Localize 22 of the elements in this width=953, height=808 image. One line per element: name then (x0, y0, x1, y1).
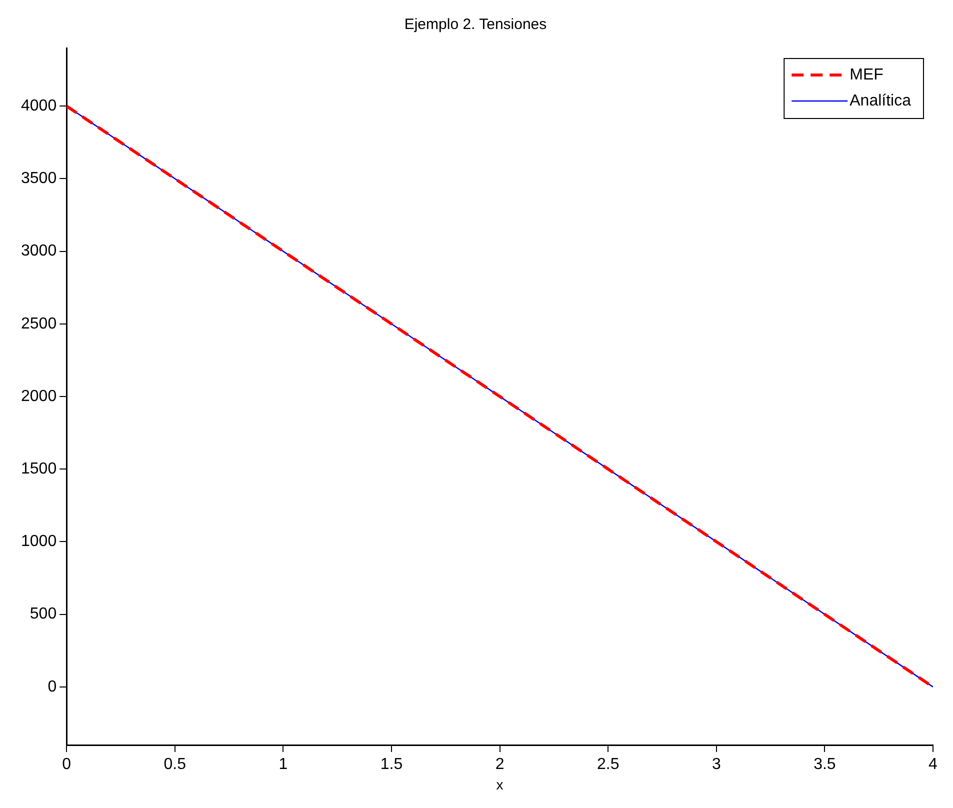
y-tick-label: 1000 (21, 533, 57, 550)
x-tick-label: 4 (928, 756, 938, 774)
x-axis-title: x (496, 776, 504, 792)
x-tick-label: 1.5 (380, 756, 403, 774)
x-tick-label: 3 (712, 756, 721, 774)
chart-title: Ejemplo 2. Tensiones (404, 16, 547, 34)
legend-label: MEF (850, 66, 884, 84)
y-tick-label: 4000 (21, 97, 57, 114)
y-tick-label: 1500 (21, 460, 57, 478)
y-tick-label: 3500 (21, 170, 57, 188)
x-tick-label: 2.5 (596, 756, 620, 774)
x-tick-label: 3.5 (814, 756, 836, 774)
y-tick-label: 2000 (21, 388, 57, 405)
y-tick-label: 500 (30, 606, 57, 623)
y-tick-label: 3000 (21, 242, 57, 260)
x-tick-label: 1 (278, 756, 288, 774)
x-tick-label: 2 (495, 756, 504, 774)
x-tick-label: 0 (62, 756, 72, 774)
legend-label: Analítica (850, 92, 912, 110)
y-tick-label: 2500 (21, 315, 57, 332)
y-tick-label: 0 (48, 678, 57, 696)
x-tick-label: 0.5 (164, 756, 186, 774)
